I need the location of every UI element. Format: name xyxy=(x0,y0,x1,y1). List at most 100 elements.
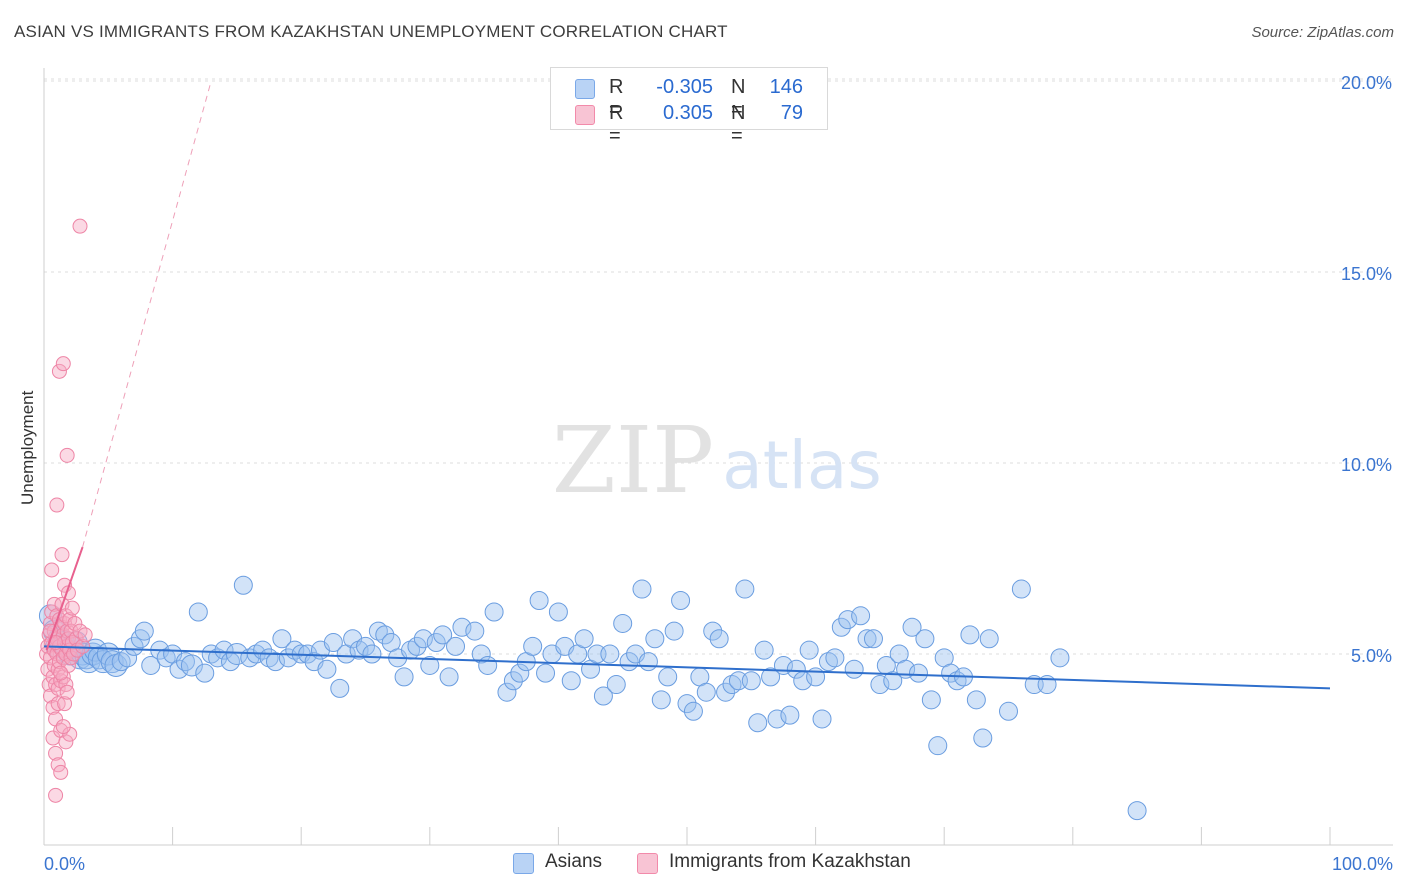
asians-point xyxy=(484,602,504,622)
asians-point xyxy=(606,675,626,695)
kazakhstan-point xyxy=(53,665,69,681)
n-label: N = xyxy=(731,76,746,121)
asians-point xyxy=(169,659,189,679)
kazakhstan-point xyxy=(68,631,84,647)
asians-point xyxy=(754,640,774,660)
x-tick-label-min: 0.0% xyxy=(44,854,85,874)
asians-point xyxy=(141,655,161,675)
asians-point xyxy=(233,575,253,595)
asians-point xyxy=(979,629,999,649)
asians-point xyxy=(709,629,729,649)
asians-point xyxy=(452,617,472,637)
asians-point xyxy=(465,621,485,641)
asians-r-value: -0.305 xyxy=(656,76,713,98)
asians-point xyxy=(870,675,890,695)
asians-point xyxy=(857,629,877,649)
asians-point xyxy=(420,655,440,675)
asians-point xyxy=(664,621,684,641)
kazakhstan-point xyxy=(50,696,66,712)
asians-point xyxy=(780,705,800,725)
asians-point xyxy=(394,667,414,687)
n-label: N = xyxy=(731,102,746,147)
asians-point xyxy=(195,663,215,683)
y-tick-label: 5.0% xyxy=(1351,646,1392,666)
watermark-atlas: atlas xyxy=(722,427,882,504)
asians-point xyxy=(915,629,935,649)
kazakhstan-point xyxy=(55,356,71,372)
asians-point xyxy=(902,617,922,637)
r-label: R = xyxy=(609,76,624,121)
kazakhstan-point xyxy=(64,600,80,616)
asians-point xyxy=(960,625,980,645)
kazakhstan-trend-line xyxy=(45,546,84,651)
kazakhstan-point xyxy=(59,447,75,463)
asians-point xyxy=(703,621,723,641)
kazakhstan-point xyxy=(48,745,64,761)
asians-point xyxy=(767,709,787,729)
y-tick-label: 10.0% xyxy=(1341,455,1392,475)
asians-point xyxy=(838,610,858,630)
y-tick-label: 20.0% xyxy=(1341,73,1392,93)
y-axis-label: Unemployment xyxy=(18,390,37,505)
kazakhstan-point xyxy=(57,696,73,712)
asians-point xyxy=(214,640,234,660)
asians-point xyxy=(921,690,941,710)
asians-point xyxy=(645,629,665,649)
asians-point xyxy=(253,640,273,660)
asians-n-value: 146 xyxy=(769,76,803,98)
asians-point xyxy=(433,625,453,645)
asians-point xyxy=(446,636,466,656)
asians-point xyxy=(478,655,498,675)
asians-point xyxy=(928,736,948,756)
asians-point xyxy=(548,602,568,622)
r-label: R = xyxy=(609,102,624,147)
kazakhstan-swatch xyxy=(575,105,595,125)
kazakhstan-point xyxy=(54,547,70,563)
asians-point xyxy=(883,671,903,691)
asians-point xyxy=(638,652,658,672)
asians-point xyxy=(497,682,517,702)
kazakhstan-point xyxy=(53,764,69,780)
correlation-legend: R = -0.305 N = 146 R = 0.305 N = 79 xyxy=(550,67,828,147)
asians-point xyxy=(471,644,491,664)
asians-point xyxy=(124,636,144,656)
kazakhstan-point xyxy=(44,562,60,578)
asians-point xyxy=(407,636,427,656)
asians-point xyxy=(786,659,806,679)
asians-point xyxy=(272,629,292,649)
asians-legend-swatch xyxy=(513,853,534,874)
axes xyxy=(43,68,1393,846)
kazakhstan-legend-label: Immigrants from Kazakhstan xyxy=(669,851,911,872)
kazakhstan-point xyxy=(72,218,88,234)
x-tick-label-max: 100.0% xyxy=(1332,854,1393,874)
asians-points xyxy=(38,575,1147,821)
asians-point xyxy=(134,621,154,641)
asians-point xyxy=(503,671,523,691)
kazakhstan-point xyxy=(46,596,62,612)
asians-point xyxy=(265,652,285,672)
asians-point xyxy=(671,591,691,611)
asians-point xyxy=(330,678,350,698)
asians-point xyxy=(529,591,549,611)
asians-point xyxy=(651,690,671,710)
asians-legend-label: Asians xyxy=(545,851,603,872)
kazakhstan-points xyxy=(39,218,93,803)
asians-point xyxy=(356,636,375,656)
kazakhstan-r-value: 0.305 xyxy=(662,102,713,124)
asians-point xyxy=(1011,579,1031,599)
asians-point xyxy=(999,701,1018,721)
asians-point xyxy=(523,636,543,656)
asians-point xyxy=(941,663,961,683)
asians-point xyxy=(180,654,203,677)
asians-point xyxy=(1050,648,1070,668)
kazakhstan-point xyxy=(72,623,88,639)
asians-point xyxy=(748,713,768,733)
gridlines xyxy=(44,78,1393,655)
asians-point xyxy=(966,690,986,710)
asians-point xyxy=(561,671,581,691)
kazakhstan-point xyxy=(48,787,64,803)
kazakhstan-point xyxy=(67,615,83,631)
tick-labels: 5.0% 10.0% 15.0% 20.0% 0.0% 100.0% xyxy=(44,73,1393,874)
asians-point xyxy=(735,579,755,599)
kazakhstan-n-value: 79 xyxy=(780,102,803,124)
